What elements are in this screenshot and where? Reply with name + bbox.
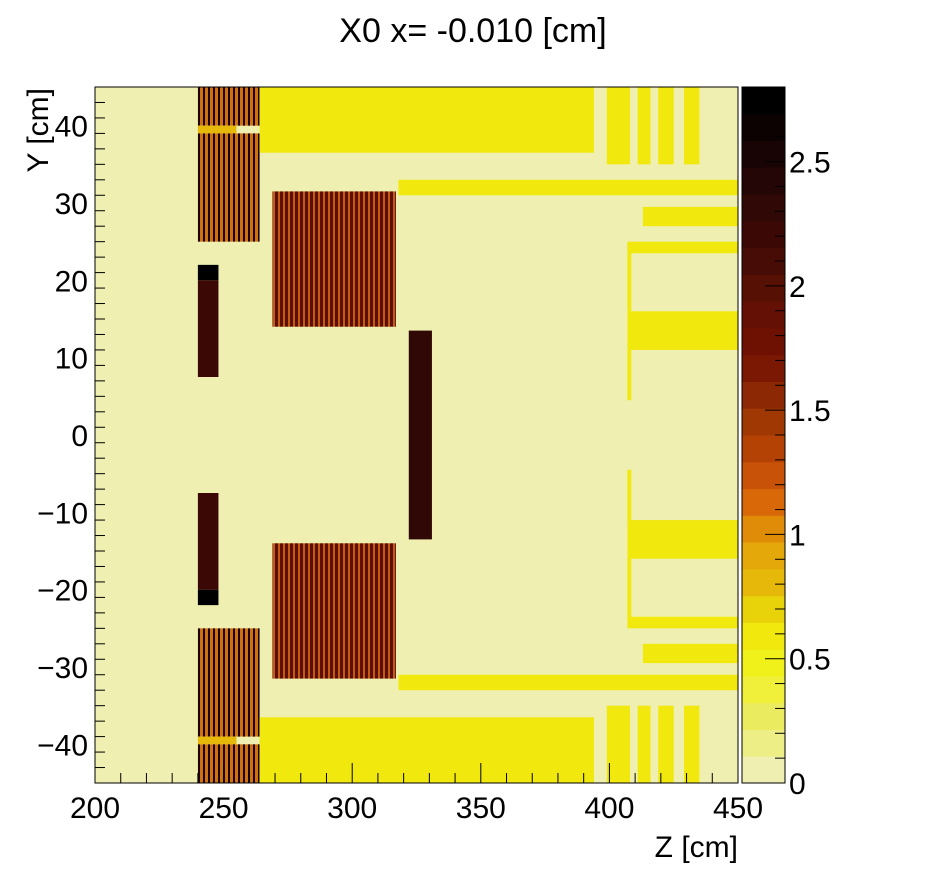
colorbar-band [742, 568, 785, 597]
y-axis-label: Y [cm] [22, 88, 55, 172]
heatmap-cell [606, 705, 630, 783]
heatmap-cell [197, 125, 237, 134]
y-tick-label: 10 [55, 343, 88, 376]
heatmap-cell [197, 744, 260, 783]
colorbar-band [742, 649, 785, 677]
x-tick-label: 450 [713, 792, 763, 825]
colorbar-band [742, 167, 785, 195]
heatmap-cell [272, 191, 396, 327]
x-tick-label: 400 [584, 792, 634, 825]
heatmap-cell [629, 616, 738, 629]
colorbar-band [742, 622, 785, 650]
heatmap-cell [629, 241, 738, 254]
colorbar-band [742, 435, 785, 463]
y-tick-label: 40 [55, 111, 88, 144]
colorbar-band [742, 542, 785, 570]
colorbar-tick-label: 0.5 [789, 644, 831, 677]
colorbar-band [742, 515, 785, 543]
color-scale: 0 0.5 1 1.5 2 2.5 [741, 86, 831, 801]
plot-regions [95, 87, 738, 783]
colorbar-band [742, 381, 785, 409]
x-axis: 200 250 300 350 400 450 [70, 763, 763, 825]
heatmap-cell [683, 87, 700, 165]
y-tick-label: −20 [37, 575, 88, 608]
colorbar-tick-label: 2 [789, 271, 806, 304]
heatmap-cell [197, 87, 260, 126]
y-tick-label: −10 [37, 497, 88, 530]
y-tick-label: −40 [37, 729, 88, 762]
heatmap-cell [197, 589, 219, 606]
plot-frame [94, 86, 739, 784]
heatmap-cell [197, 280, 219, 377]
heatmap-cell [259, 87, 594, 153]
x-axis-label: Z [cm] [655, 831, 738, 864]
heatmap-cell [637, 87, 651, 165]
colorbar-band [742, 140, 785, 168]
colorbar-band [742, 87, 785, 115]
y-axis: −40 −30 −20 −10 0 10 20 30 40 [37, 86, 105, 784]
x-tick-label: 350 [456, 792, 506, 825]
heatmap-cell [408, 330, 432, 540]
y-tick-label: −30 [37, 652, 88, 685]
heatmap-cell [398, 179, 738, 196]
colorbar-band [742, 756, 785, 784]
colorbar-tick-label: 1 [789, 519, 806, 552]
colorbar-tick-label: 0 [789, 768, 806, 801]
colorbar-band [742, 675, 785, 704]
x-tick-label: 200 [70, 792, 120, 825]
colorbar-band [742, 702, 785, 730]
heatmap-cell [197, 264, 219, 281]
heatmap-cell [637, 705, 651, 783]
colorbar-band [742, 354, 785, 382]
heatmap-cell [629, 520, 738, 559]
colorbar-band [742, 194, 785, 222]
y-tick-label: 30 [55, 188, 88, 221]
heatmap-cell [197, 736, 237, 745]
x-tick-label: 250 [199, 792, 249, 825]
colorbar-band [742, 408, 785, 436]
heatmap-cell [658, 87, 674, 165]
heatmap-cell [197, 133, 260, 242]
heatmap-cell [629, 311, 738, 350]
chart-title: X0 x= -0.010 [cm] [339, 12, 606, 50]
colorbar-band [742, 327, 785, 356]
colorbar-band [742, 274, 785, 302]
heatmap-cell [606, 87, 630, 165]
heatmap-cell [197, 628, 260, 737]
colorbar-band [742, 488, 785, 516]
heatmap-cell [259, 717, 594, 783]
colorbar-tick-label: 1.5 [789, 395, 831, 428]
colorbar-band [742, 220, 785, 249]
heatmap-cell [398, 674, 738, 691]
heatmap-cell [642, 206, 738, 227]
heatmap-cell [627, 469, 632, 629]
heatmap-cell [658, 705, 674, 783]
colorbar-band [742, 301, 785, 329]
y-tick-label: 20 [55, 265, 88, 298]
heatmap-cell [197, 493, 219, 590]
heatmap-cell [272, 543, 396, 679]
y-tick-label: 0 [71, 420, 88, 453]
heatmap-cell [627, 241, 632, 401]
heatmap-cell [642, 643, 738, 664]
x-tick-label: 300 [327, 792, 377, 825]
colorbar-band [742, 729, 785, 757]
colorbar-tick-label: 2.5 [789, 147, 831, 180]
heatmap-cell [683, 705, 700, 783]
